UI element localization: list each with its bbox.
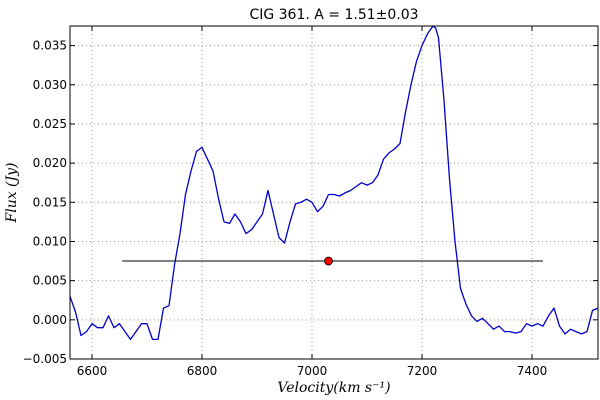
x-tick-label: 7400	[517, 364, 548, 378]
ticks-layer: 6600 6800 7000 7200 7400 −0.005 0.000 0.005 0.01…	[23, 26, 598, 378]
grid-layer	[70, 26, 598, 360]
chart-title: CIG 361. A = 1.51±0.03	[249, 7, 418, 23]
center-marker	[324, 256, 333, 266]
y-tick-label: 0.010	[33, 234, 67, 248]
x-tick-label: 6800	[187, 364, 218, 378]
y-tick-label: 0.035	[33, 39, 67, 53]
y-tick-label: 0.015	[33, 195, 67, 209]
y-tick-label: 0.025	[33, 117, 67, 131]
x-tick-label: 7000	[297, 364, 328, 378]
y-tick-label: −0.005	[23, 352, 67, 366]
series-line-0	[69, 25, 599, 341]
x-axis-label: Velocity(km s⁻¹)	[277, 380, 390, 396]
y-axis-label: Flux (Jy)	[4, 163, 20, 224]
series-layer	[69, 25, 599, 341]
x-tick-label: 7200	[407, 364, 438, 378]
y-tick-label: 0.030	[33, 78, 67, 92]
x-tick-label: 6600	[77, 364, 108, 378]
y-tick-label: 0.020	[33, 156, 67, 170]
plot-frame	[69, 25, 599, 360]
y-tick-label: 0.005	[33, 274, 67, 288]
y-tick-label: 0.000	[33, 313, 67, 327]
